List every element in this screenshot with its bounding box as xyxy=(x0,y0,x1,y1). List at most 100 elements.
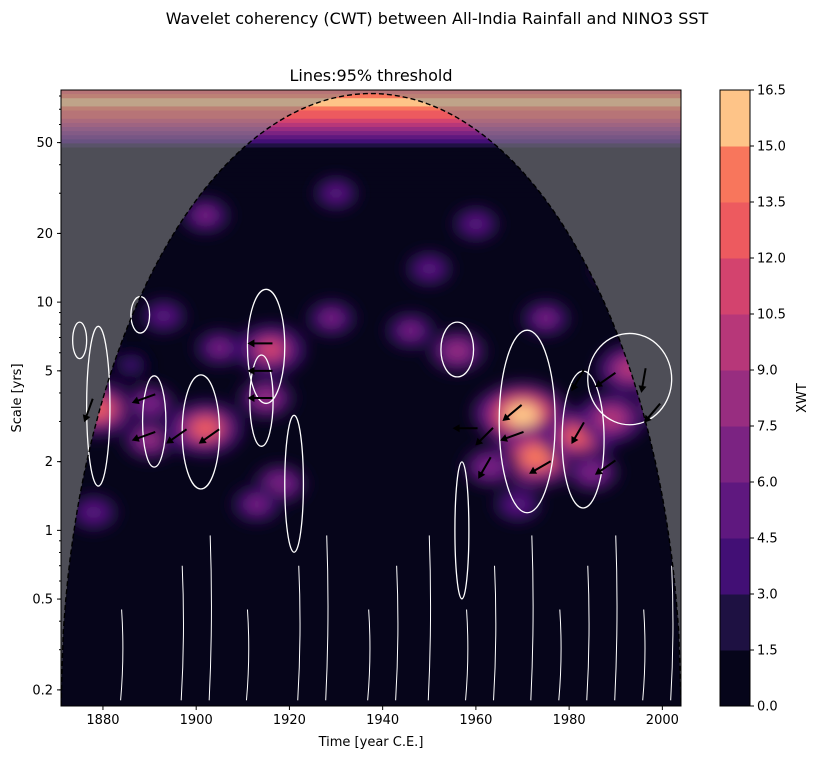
significance-contour xyxy=(427,535,432,701)
phase-arrow xyxy=(131,393,156,405)
significance-contour xyxy=(284,414,305,553)
power-blob-core xyxy=(122,358,139,372)
power-blob-core xyxy=(257,339,284,360)
y-tick-label: 50 xyxy=(36,136,53,151)
phase-arrow xyxy=(131,430,156,442)
band-row xyxy=(61,159,681,165)
power-blob-core xyxy=(520,445,552,469)
significance-contour xyxy=(325,535,329,701)
colorbar-tick-label: 16.5 xyxy=(757,84,786,99)
phase-arrow-head xyxy=(478,470,486,479)
power-blob-core xyxy=(505,402,540,428)
power-blob-core xyxy=(84,505,104,520)
colorbar-tick-label: 3.0 xyxy=(757,588,778,603)
band-row xyxy=(61,110,681,116)
colorbar-tick-label: 7.5 xyxy=(757,420,778,435)
power-blob-core xyxy=(445,342,469,360)
y-tick-label: 0.5 xyxy=(32,593,53,608)
colorbar-tick-label: 0.0 xyxy=(757,700,778,715)
outside-cone-haze xyxy=(61,90,681,706)
phase-arrow-head xyxy=(198,436,207,444)
x-axis: 1880 1900 1920 1940 1960 1980 2000 xyxy=(86,706,679,728)
phase-arrow xyxy=(452,424,478,433)
significance-contour xyxy=(614,535,618,701)
y-tick-label: 0.2 xyxy=(32,683,53,698)
colorbar-tick-label: 9.0 xyxy=(757,364,778,379)
colorbar-segment xyxy=(720,258,750,315)
phase-arrow xyxy=(478,456,492,479)
significance-contour xyxy=(642,609,646,701)
band-row xyxy=(61,172,681,177)
band-row xyxy=(61,176,681,181)
x-axis-label: Time [year C.E.] xyxy=(318,735,424,750)
phase-arrow xyxy=(247,394,273,403)
significance-contour xyxy=(85,325,111,487)
suptitle: Wavelet coherency (CWT) between All-Indi… xyxy=(166,9,709,28)
band-row xyxy=(61,122,681,128)
band-row xyxy=(61,98,681,103)
colorbar-segment xyxy=(720,426,750,483)
significance-contour xyxy=(367,609,371,701)
band-row xyxy=(61,106,681,112)
colorbar-tick-label: 13.5 xyxy=(757,196,786,211)
phase-arrow xyxy=(638,368,647,393)
significance-contour xyxy=(246,288,286,405)
significance-contour xyxy=(141,375,167,468)
power-blob-core xyxy=(327,186,345,200)
phase-arrow xyxy=(529,460,552,474)
band-row xyxy=(61,102,681,108)
band-row xyxy=(61,131,681,136)
significance-contour-layer xyxy=(72,288,674,701)
x-tick-label: 1900 xyxy=(180,713,213,728)
significance-contour xyxy=(493,565,497,701)
y-axis-label: Scale [yrs] xyxy=(10,363,25,432)
phase-arrow xyxy=(502,404,523,422)
plot-frame xyxy=(60,89,682,707)
significance-contour xyxy=(498,329,556,514)
colorbar-segment xyxy=(720,370,750,427)
band-row xyxy=(61,94,681,99)
phase-arrow-head xyxy=(452,424,460,433)
phase-arrow-head xyxy=(82,414,91,423)
power-blob-core xyxy=(400,323,421,339)
colorbar-segment xyxy=(720,146,750,203)
phase-arrow xyxy=(475,427,494,446)
colorbar-segment xyxy=(720,650,750,707)
colorbar-tick-label: 6.0 xyxy=(757,476,778,491)
power-blob-core xyxy=(321,310,342,326)
significance-contour xyxy=(670,565,674,701)
colorbar-label: XWT xyxy=(795,383,810,413)
phase-arrow-head xyxy=(571,435,579,445)
phase-arrow-head xyxy=(247,394,255,403)
power-blob-core xyxy=(479,458,501,475)
significance-contour xyxy=(120,609,124,701)
phase-arrow-layer xyxy=(82,339,661,479)
colorbar-tick-label: 4.5 xyxy=(757,532,778,547)
phase-arrow xyxy=(594,371,616,388)
band-row xyxy=(61,143,681,149)
power-blob-core xyxy=(154,309,173,323)
phase-arrow-head xyxy=(500,434,508,442)
significance-contour xyxy=(586,565,590,701)
phase-arrow-head xyxy=(529,466,538,474)
significance-contour xyxy=(440,321,475,378)
phase-arrow xyxy=(247,339,273,348)
band-row xyxy=(61,188,681,194)
cone-of-influence-line xyxy=(61,92,681,706)
phase-arrow-head xyxy=(594,379,603,388)
power-blob-core xyxy=(536,310,556,326)
band-row xyxy=(61,192,681,198)
power-blob-core xyxy=(581,464,603,480)
phase-arrow-head xyxy=(131,396,140,405)
significance-contour xyxy=(180,565,184,701)
x-tick-label: 1920 xyxy=(273,713,306,728)
significance-contour xyxy=(245,609,250,701)
colorbar-segment xyxy=(720,538,750,595)
x-tick-label: 2000 xyxy=(646,713,679,728)
power-blob-core xyxy=(195,207,216,223)
band-row xyxy=(61,139,681,145)
y-axis: 0.2 0.5 1 2 5 10 20 50 xyxy=(32,95,61,698)
power-blob-core xyxy=(466,217,485,231)
colorbar-frame xyxy=(719,89,751,707)
